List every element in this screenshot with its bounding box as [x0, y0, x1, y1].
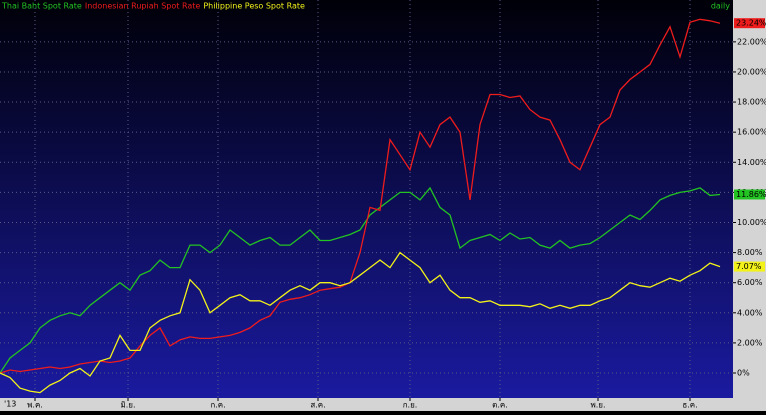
axis-background	[733, 0, 766, 411]
y-tick-label: 10.00%	[737, 218, 766, 227]
x-tick-label: ก.ค.	[210, 401, 225, 410]
y-tick-label: 2.00%	[737, 338, 763, 347]
y-tick-label: 16.00%	[737, 128, 766, 137]
x-tick-label: มิ.ย.	[120, 401, 135, 410]
x-tick-label: ก.ย.	[403, 401, 418, 410]
last-value-label: 23.24%	[736, 19, 766, 28]
y-tick-label: 8.00%	[737, 248, 763, 257]
y-tick-label: 20.00%	[737, 67, 766, 76]
last-value-box	[734, 189, 765, 200]
legend-entry: Philippine Peso Spot Rate	[203, 2, 305, 11]
last-value-label: 11.86%	[736, 190, 766, 199]
legend-entry: Thai Baht Spot Rate	[1, 2, 82, 11]
x-tick-label: ธ.ค.	[682, 401, 697, 410]
start-label: '13	[4, 400, 16, 409]
x-tick-label: พ.ย.	[590, 401, 605, 410]
y-tick-label: 0%	[737, 369, 750, 378]
timeframe: daily	[711, 2, 730, 11]
last-value-label: 7.07%	[736, 262, 762, 271]
y-tick-label: 18.00%	[737, 98, 766, 107]
y-tick-label: 6.00%	[737, 278, 763, 287]
legend-entry: Indonesian Rupiah Spot Rate	[85, 2, 201, 11]
series-line	[0, 18, 721, 374]
x-tick-label: ต.ค.	[492, 401, 508, 410]
series-line	[0, 186, 721, 374]
last-value-box	[734, 18, 765, 29]
x-tick-label: พ.ค.	[27, 401, 43, 410]
y-tick-label: 22.00%	[737, 37, 766, 46]
last-value-box	[734, 261, 765, 272]
y-tick-label: 14.00%	[737, 158, 766, 167]
x-tick-label: ส.ค.	[310, 401, 325, 410]
x-axis-background	[0, 398, 733, 411]
series-line	[0, 251, 721, 394]
plot-background	[0, 0, 733, 398]
y-tick-label: 4.00%	[737, 308, 763, 317]
